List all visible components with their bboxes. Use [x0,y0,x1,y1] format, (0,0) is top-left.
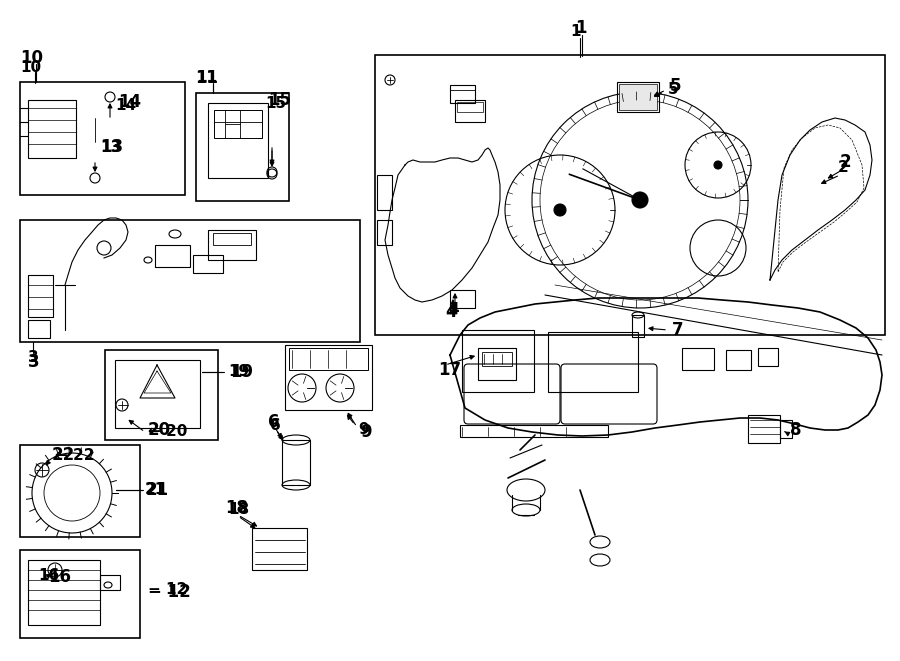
Bar [196,93,289,201]
Text: 3: 3 [28,350,39,366]
Bar [20,550,140,638]
Bar [548,332,638,392]
Bar [28,100,76,158]
Bar [100,575,120,590]
Text: 13: 13 [100,141,122,155]
Text: 14: 14 [118,93,141,111]
Bar [285,345,372,410]
Text: 17: 17 [438,361,461,379]
Bar [115,360,200,428]
Circle shape [632,192,648,208]
Bar [780,420,792,438]
Bar [289,348,368,370]
Bar [28,560,100,625]
Bar [682,348,714,370]
Bar [105,350,218,440]
Bar [377,220,392,245]
Text: 6: 6 [268,413,280,431]
Bar [208,103,268,178]
Text: 10: 10 [20,49,43,67]
Bar [450,85,475,103]
Text: 10: 10 [20,61,41,75]
Text: 1: 1 [575,19,587,37]
Text: 13: 13 [100,138,123,156]
Bar [213,233,251,245]
Bar [377,175,392,210]
Text: 11: 11 [195,69,218,87]
Text: 15: 15 [268,91,291,109]
Bar [28,275,53,317]
Bar [20,82,185,195]
Text: 5: 5 [668,83,679,98]
Bar [375,55,885,335]
Bar [193,255,223,273]
Bar [726,350,751,370]
Text: 6: 6 [270,418,281,432]
Text: 9: 9 [360,423,372,441]
Text: 19: 19 [228,364,249,379]
Text: 4: 4 [448,303,459,317]
Bar [20,220,360,342]
Bar [478,348,516,380]
Text: 22: 22 [52,446,76,464]
Text: 4: 4 [445,303,456,321]
Bar [252,528,307,570]
Bar [155,245,190,267]
Bar [462,330,534,392]
Bar [482,352,512,366]
Text: 16: 16 [38,568,59,582]
Text: 15: 15 [265,95,286,110]
Text: 18: 18 [225,499,248,517]
Text: 3: 3 [28,353,40,371]
Bar [28,320,50,338]
Text: 16: 16 [48,568,71,586]
Bar [214,110,262,138]
Bar [450,290,475,308]
Bar [208,230,256,260]
Text: − 12: − 12 [148,583,191,601]
Circle shape [554,204,566,216]
Bar [748,415,780,443]
Text: 8: 8 [790,421,802,439]
Bar [632,315,644,337]
Bar [617,82,659,112]
Text: − 12: − 12 [148,582,187,598]
Text: 11: 11 [196,71,217,85]
Text: 5: 5 [670,77,681,95]
Text: 9: 9 [358,422,369,438]
Bar [758,348,778,366]
Bar [619,84,657,110]
Text: 1: 1 [570,24,580,40]
Text: 21: 21 [145,483,166,498]
Text: 19: 19 [230,363,253,381]
Text: 14: 14 [115,98,136,112]
Text: ← 20: ← 20 [148,424,187,440]
Text: 7: 7 [672,321,684,339]
Text: 2: 2 [840,153,851,171]
Text: 21: 21 [146,481,169,499]
Text: 18: 18 [228,502,249,518]
Bar [20,445,140,537]
Bar [455,100,485,122]
Bar [282,440,310,485]
Circle shape [714,161,722,169]
Text: ← 22: ← 22 [55,447,94,463]
Bar [460,425,608,437]
Text: 20: 20 [148,421,171,439]
Bar [457,102,483,112]
Text: 2: 2 [838,161,849,176]
